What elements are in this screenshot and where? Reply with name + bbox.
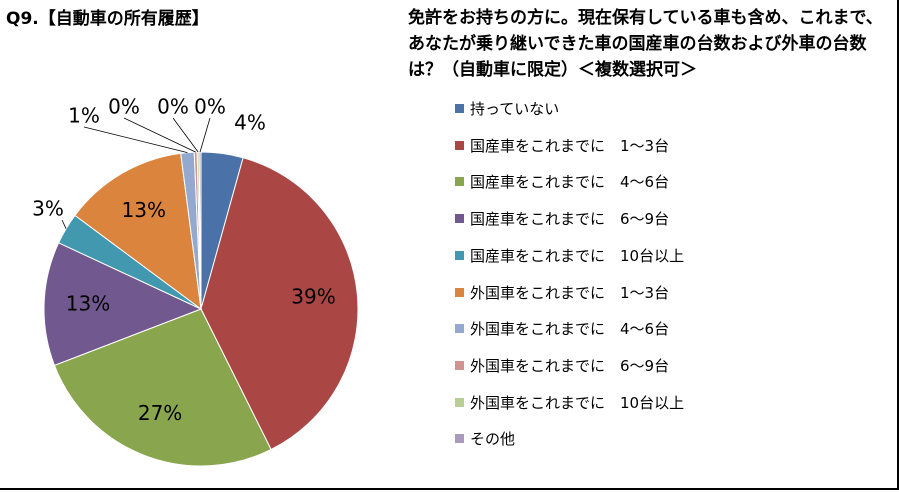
legend-label: 国産車をこれまでに 4～6台 bbox=[470, 173, 670, 192]
legend-label: 国産車をこれまでに 1～3台 bbox=[470, 136, 670, 155]
legend-swatch bbox=[455, 434, 464, 444]
slice-label-9: 0% bbox=[157, 95, 189, 119]
slice-label-6: 13% bbox=[122, 198, 166, 222]
slice-label-5: 3% bbox=[32, 197, 64, 221]
legend-item-1: 持っていない bbox=[455, 98, 559, 119]
slice-label-7: 1% bbox=[68, 104, 100, 128]
slice-label-3: 27% bbox=[138, 401, 182, 425]
legend-swatch bbox=[455, 324, 464, 334]
legend-item-5: 国産車をこれまでに 10台以上 bbox=[455, 245, 684, 266]
legend-item-7: 外国車をこれまでに 4～6台 bbox=[455, 318, 669, 339]
legend-swatch bbox=[455, 287, 464, 297]
legend-item-10: その他 bbox=[455, 428, 515, 449]
pie-slice-3 bbox=[53, 308, 272, 467]
legend-swatch bbox=[455, 250, 464, 260]
leader-line-8 bbox=[123, 117, 196, 153]
legend-label: 国産車をこれまでに 10台以上 bbox=[470, 246, 685, 265]
slice-label-8: 0% bbox=[108, 95, 140, 119]
slice-label-10: 0% bbox=[194, 95, 226, 119]
survey-question: 免許をお持ちの方に。現在保有している車も含め、これまで、あなたが乗り継いできた車… bbox=[408, 8, 883, 80]
legend-label: 国産車をこれまでに 6～9台 bbox=[470, 210, 670, 229]
pie-slice-6 bbox=[74, 152, 202, 311]
leader-line-7 bbox=[83, 126, 188, 153]
pie-slice-4 bbox=[43, 242, 203, 367]
leader-line-10 bbox=[199, 117, 211, 153]
chart-section-title: Q9.【自動車の所有履歴】 bbox=[6, 9, 209, 29]
legend-label: その他 bbox=[470, 430, 516, 449]
pie-slice-2 bbox=[200, 157, 359, 451]
legend-item-2: 国産車をこれまでに 1～3台 bbox=[455, 135, 669, 156]
slice-label-2: 39% bbox=[291, 285, 335, 309]
legend-item-4: 国産車をこれまでに 6～9台 bbox=[455, 208, 669, 229]
legend-swatch bbox=[455, 360, 464, 370]
legend-label: 外国車をこれまでに 6～9台 bbox=[470, 356, 670, 375]
legend-swatch bbox=[455, 104, 464, 113]
legend-swatch bbox=[455, 214, 464, 224]
pie-slice-10 bbox=[198, 151, 202, 310]
legend-label: 外国車をこれまでに 4～6台 bbox=[470, 320, 670, 339]
legend-item-9: 外国車をこれまでに 10台以上 bbox=[455, 392, 684, 413]
legend-swatch bbox=[455, 397, 464, 407]
legend-label: 持っていない bbox=[470, 100, 560, 118]
legend-swatch bbox=[455, 140, 464, 150]
legend-label: 外国車をこれまでに 10台以上 bbox=[470, 393, 685, 412]
legend-item-3: 国産車をこれまでに 4～6台 bbox=[455, 171, 669, 192]
legend-item-8: 外国車をこれまでに 6～9台 bbox=[455, 355, 669, 376]
leader-line-9 bbox=[172, 117, 199, 153]
legend-item-6: 外国車をこれまでに 1～3台 bbox=[455, 282, 669, 303]
legend-label: 外国車をこれまでに 1～3台 bbox=[470, 283, 670, 302]
leader-line-5 bbox=[61, 219, 67, 229]
legend-swatch bbox=[455, 177, 464, 187]
slice-label-4: 13% bbox=[66, 292, 110, 316]
slice-label-1: 4% bbox=[234, 111, 266, 135]
